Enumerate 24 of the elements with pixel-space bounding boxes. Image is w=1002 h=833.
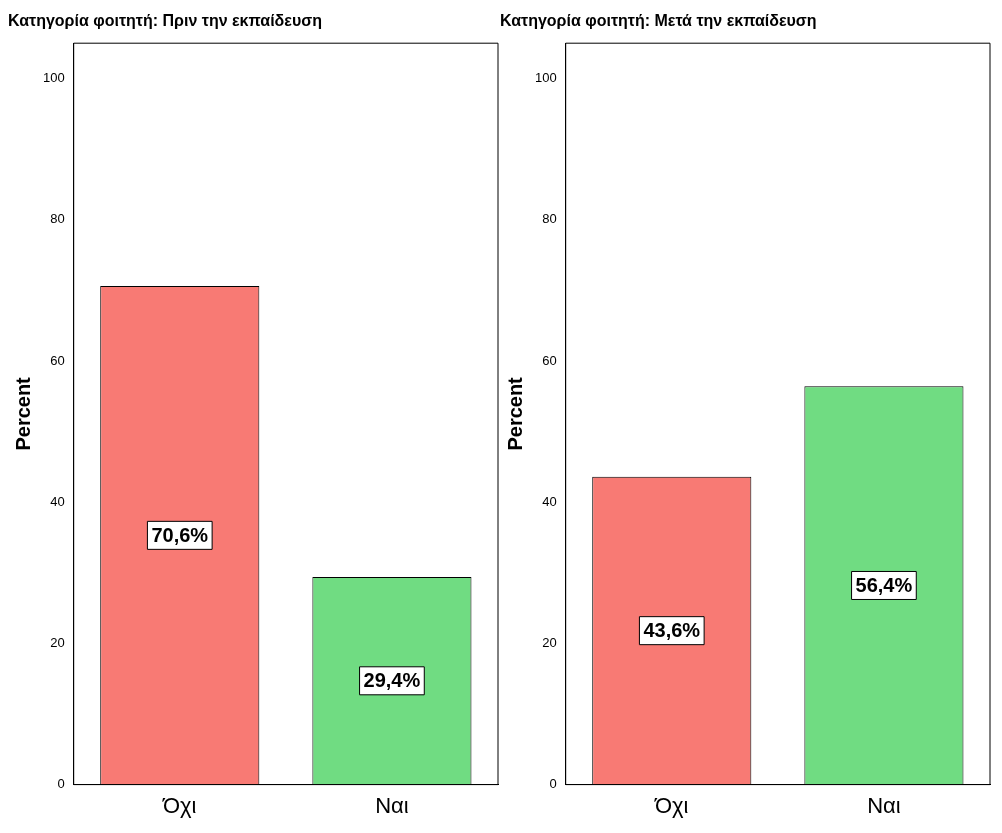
y-tick-label: 20 bbox=[50, 634, 65, 650]
y-tick-label: 0 bbox=[57, 776, 65, 792]
y-tick-label: 40 bbox=[50, 493, 65, 509]
y-axis-title: Percent bbox=[11, 376, 34, 451]
data-label: 70,6% bbox=[151, 523, 209, 546]
y-tick-label: 20 bbox=[542, 634, 557, 650]
y-tick-label: 60 bbox=[542, 352, 557, 368]
data-label: 43,6% bbox=[643, 619, 701, 642]
y-tick-label: 60 bbox=[50, 352, 65, 368]
y-tick-label: 100 bbox=[534, 70, 557, 86]
x-tick-label: Ναι bbox=[375, 792, 409, 818]
y-tick-label: 100 bbox=[42, 70, 65, 86]
y-tick-label: 80 bbox=[50, 211, 65, 227]
y-tick-label: 80 bbox=[542, 211, 557, 227]
chart-title: Κατηγορία φοιτητή: Πριν την εκπαίδευση bbox=[8, 12, 322, 30]
chart-title: Κατηγορία φοιτητή: Μετά την εκπαίδευση bbox=[500, 12, 817, 30]
data-label: 56,4% bbox=[855, 574, 913, 596]
y-axis-title: Percent bbox=[503, 376, 526, 451]
y-tick-label: 0 bbox=[549, 776, 557, 792]
x-tick-label: Όχι bbox=[162, 792, 197, 818]
y-tick-label: 40 bbox=[542, 493, 557, 509]
x-tick-label: Όχι bbox=[654, 792, 689, 818]
data-label: 29,4% bbox=[363, 669, 421, 692]
x-tick-label: Ναι bbox=[867, 792, 901, 818]
